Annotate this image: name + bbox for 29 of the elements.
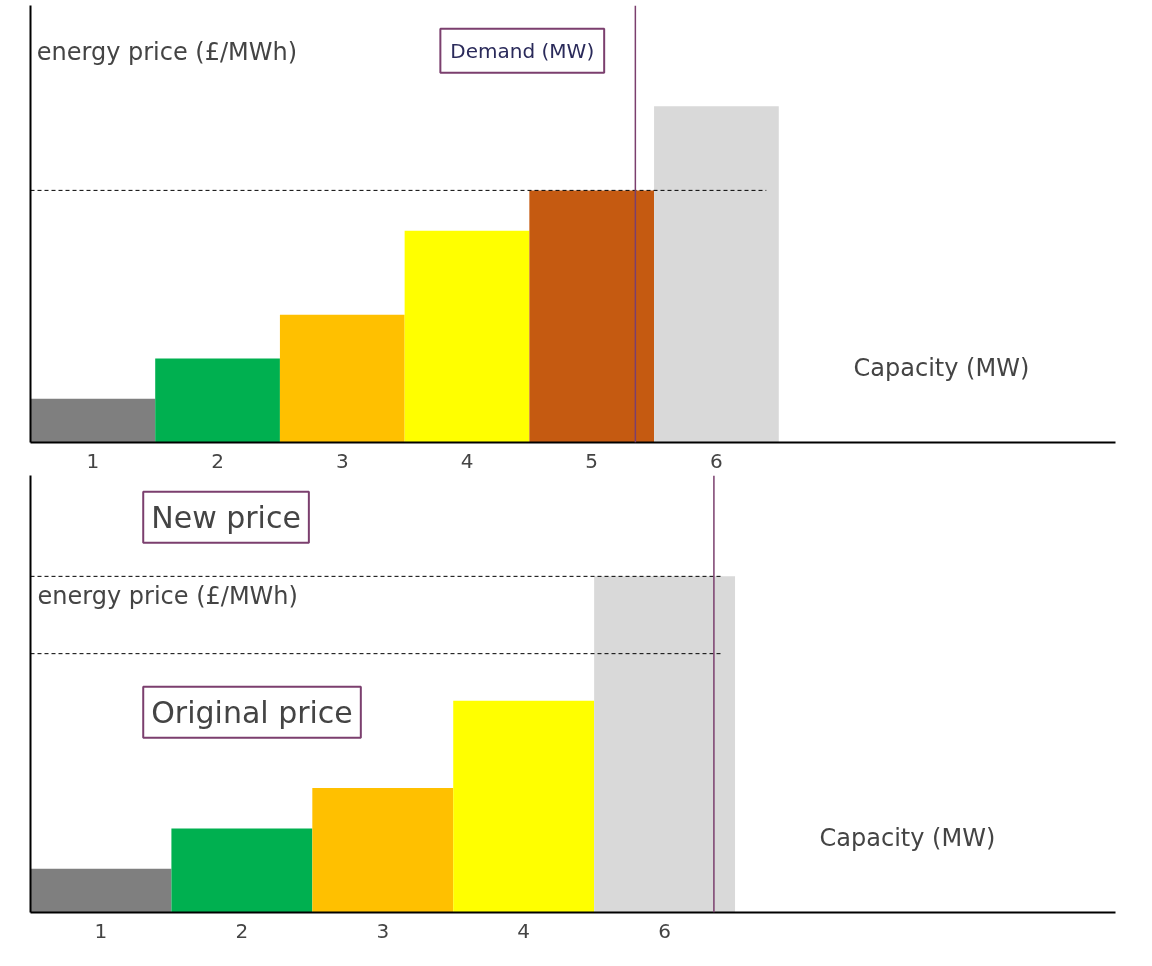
x-tick-label: 4 [517, 918, 531, 943]
x-tick-label: 6 [710, 448, 723, 473]
x-tick-label: 4 [460, 448, 474, 473]
ref-line-label: Demand (MW) [450, 38, 595, 63]
x-tick-label: 1 [94, 918, 108, 943]
bar [404, 230, 530, 443]
x-tick-label: 1 [86, 448, 100, 473]
bar [529, 190, 655, 443]
x-tick-label: 6 [658, 918, 671, 943]
x-axis-title: Capacity (MW) [819, 823, 996, 852]
bar [594, 576, 736, 913]
bar [654, 106, 779, 443]
x-tick-label: 2 [235, 918, 249, 943]
bar [30, 868, 172, 913]
bar [155, 358, 280, 443]
bar [453, 700, 595, 913]
x-tick-label: 2 [211, 448, 224, 473]
bar [171, 828, 313, 913]
bar [279, 314, 405, 443]
x-axis-title: Capacity (MW) [853, 353, 1030, 382]
x-tick-label: 3 [335, 448, 349, 473]
y-axis-title: energy price (£/MWh) [37, 581, 298, 610]
ref-line-label: Original price [151, 694, 353, 730]
bar [312, 788, 454, 913]
ref-line-label: New price [151, 499, 301, 535]
x-tick-label: 3 [376, 918, 390, 943]
bar [30, 398, 156, 443]
x-tick-label: 5 [585, 448, 599, 473]
y-axis-title: energy price (£/MWh) [36, 38, 298, 67]
